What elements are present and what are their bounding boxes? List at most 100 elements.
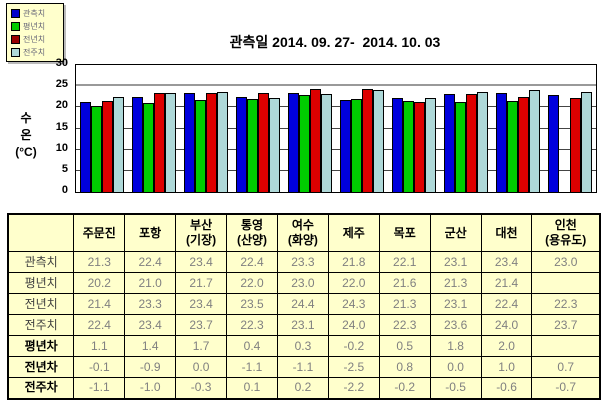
value-cell: -0.1 [73,356,126,378]
table-header-row: 주문진 포항 부산 (기장) 통영 (산양) 여수 (화양) 제주 목포 군산 대천 인천 (용유… [7,213,601,252]
value-cell: 20.2 [73,272,126,294]
gridline [76,84,596,87]
row-label-cell: 전년치 [7,293,75,315]
bar [414,102,425,192]
value-cell: 2.0 [480,335,533,357]
value-cell: 0.3 [276,335,329,357]
value-cell: -2.5 [327,356,380,378]
value-cell: 23.7 [175,314,228,336]
value-cell: 23.7 [531,314,601,336]
bar-series-container [76,65,596,192]
row-label-cell: 관측치 [7,251,75,273]
bar [206,93,217,192]
bar [444,94,455,192]
value-cell: 21.4 [480,272,533,294]
bar [113,97,124,192]
table-header-cell: 통영 (산양) [226,213,278,252]
bar [321,94,332,192]
bar [132,97,143,192]
value-cell: 0.7 [531,356,601,378]
value-cell: 24.3 [327,293,380,315]
value-cell: 22.0 [327,272,380,294]
value-cell: -1.0 [124,377,177,399]
row-label-cell: 평년치 [7,272,75,294]
table-header-cell: 인천 (용유도) [531,213,601,252]
bar [236,97,247,192]
value-cell: 1.1 [73,335,126,357]
bar [80,102,91,192]
y-tick-label: 10 [55,141,68,154]
table-row: 평년차 1.1 1.4 1.7 0.4 0.3 -0.2 0.5 1.8 2.0 [7,335,601,357]
value-cell: 1.0 [480,356,533,378]
value-cell: 23.4 [124,314,177,336]
y-axis-title-line: 수 [20,111,32,125]
value-cell: -0.3 [175,377,228,399]
value-cell: 0.4 [226,335,278,357]
value-cell: 1.8 [429,335,482,357]
value-cell: 21.7 [175,272,228,294]
table-row: 평년치 20.2 21.0 21.7 22.0 23.0 22.0 21.6 21.3 21.4 [7,272,601,294]
legend-item: 평년치 [11,20,61,33]
bar [477,92,488,192]
value-cell: 23.0 [531,251,601,273]
value-cell: -0.5 [429,377,482,399]
bar [362,89,373,192]
y-tick-label: 25 [55,78,68,91]
table-header-cell: 여수 (화양) [276,213,329,252]
chart-title: 관측일 2014. 09. 27- 2014. 10. 03 [229,34,441,50]
bar [403,101,414,192]
row-label-cell: 전년차 [7,356,75,378]
legend-swatch-icon [11,48,20,57]
value-cell: -0.7 [531,377,601,399]
bar-group [492,65,544,192]
row-label-cell: 전주치 [7,314,75,336]
legend-item-label: 관측치 [23,9,46,18]
value-cell: 23.1 [429,293,482,315]
bar [455,102,466,192]
bar [195,100,206,192]
bar-group [284,65,336,192]
table-header-cell: 목포 [378,213,431,252]
bar [496,93,507,192]
value-cell: 22.0 [226,272,278,294]
legend-item-label: 전년치 [23,35,46,44]
legend-item: 관측치 [11,7,61,20]
table-header-cell: 주문진 [73,213,126,252]
value-cell: -0.2 [327,335,380,357]
bar [165,93,176,192]
bar [269,98,280,192]
value-cell: -1.1 [226,356,278,378]
value-cell: 0.8 [378,356,431,378]
value-cell: -0.2 [378,377,431,399]
row-label-cell: 전주차 [7,377,75,399]
value-cell: 23.5 [226,293,278,315]
value-cell: 1.4 [124,335,177,357]
y-axis-title-line: (°C) [15,145,37,159]
y-axis-ticks: 0 5 10 15 20 25 30 [38,57,70,196]
value-cell: 24.0 [327,314,380,336]
value-cell: 22.4 [73,314,126,336]
gridline [76,169,596,171]
y-axis-title-line: 온 [20,128,32,142]
bar [581,92,592,192]
table-header-cell [7,213,75,252]
bar [507,101,518,192]
bar [425,98,436,192]
value-cell: 21.4 [73,293,126,315]
bar-group [128,65,180,192]
bar-group [440,65,492,192]
legend-item: 전주치 [11,46,61,59]
bar [548,95,559,192]
y-tick-label: 0 [61,184,68,196]
bar [217,92,228,192]
bar [258,93,269,192]
value-cell: -0.6 [480,377,533,399]
value-cell: 21.3 [429,272,482,294]
value-cell: -2.2 [327,377,380,399]
bar-group [336,65,388,192]
value-cell: 0.5 [378,335,431,357]
value-cell: 21.0 [124,272,177,294]
bar [154,93,165,192]
